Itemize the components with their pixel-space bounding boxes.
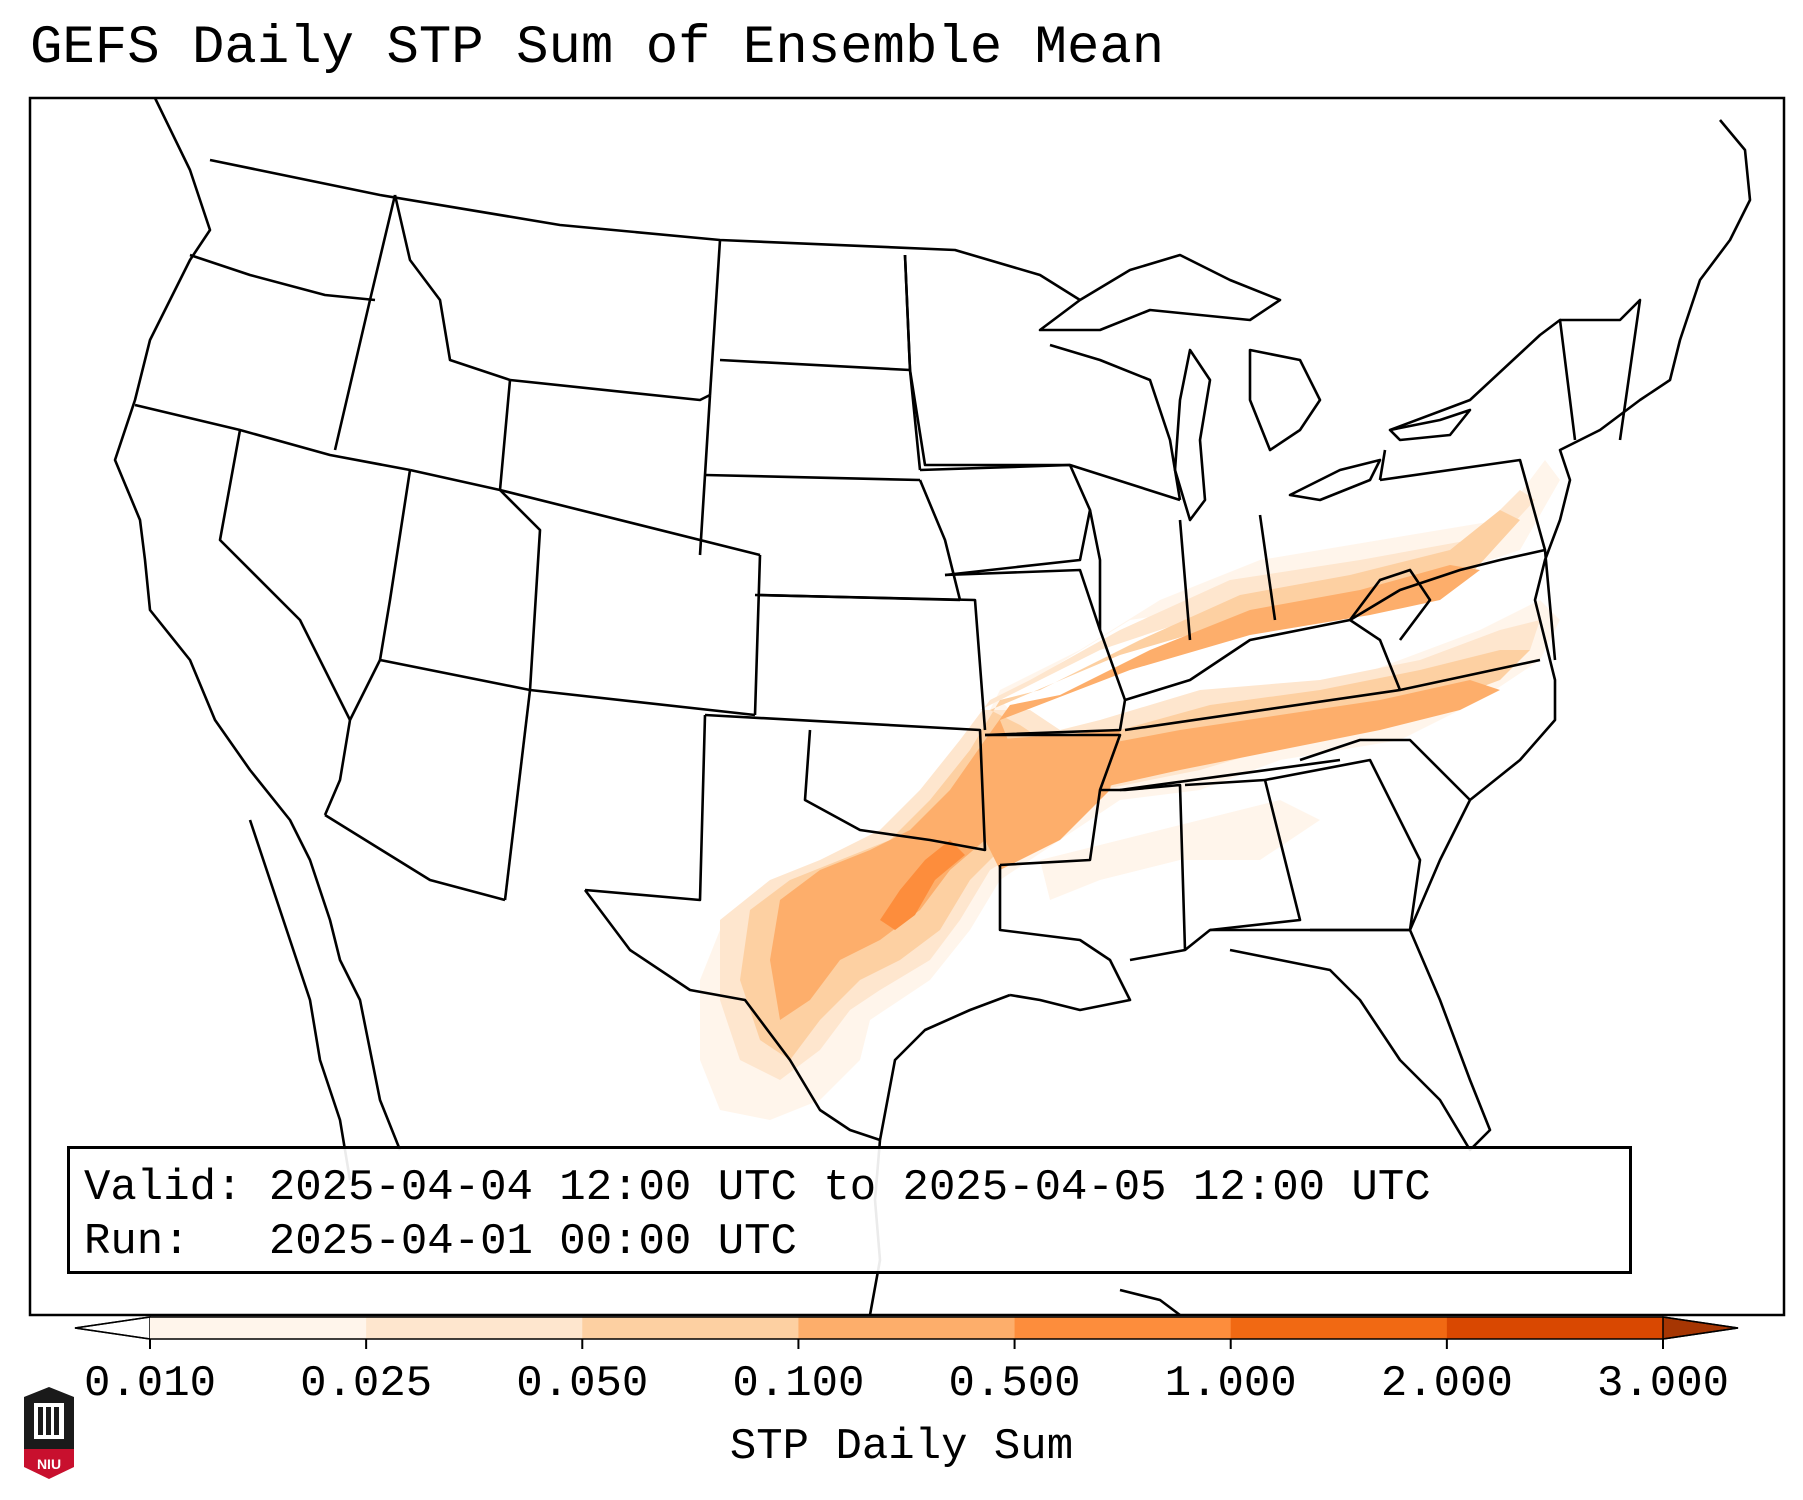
colorbar-tick-label: 0.010 (83, 1359, 217, 1409)
colorbar-tick-label: 0.500 (948, 1359, 1081, 1409)
lake-erie (1288, 458, 1382, 502)
state-boundaries (113, 97, 1752, 1317)
colorbar (74, 1316, 1739, 1349)
washington-oregon (189, 253, 376, 302)
colorbar-segment (150, 1317, 367, 1339)
missouri (944, 568, 1127, 737)
colorbar-segment (798, 1317, 1016, 1339)
colorbar-tick-label: 1.000 (1164, 1359, 1297, 1409)
utah-colorado (499, 489, 542, 691)
ny-pa (1378, 449, 1387, 481)
lake-ontario (1388, 408, 1472, 442)
colorbar-tick-label: 3.000 (1596, 1359, 1730, 1409)
pacific-coastline (113, 97, 402, 1151)
pennsylvania (1379, 458, 1547, 551)
tennessee-south (1119, 758, 1341, 792)
lake-superior (1038, 253, 1282, 332)
colorado-east (753, 554, 762, 716)
valid-label: Valid: (84, 1163, 243, 1213)
colorbar-tick-label: 0.050 (516, 1359, 649, 1409)
colorbar-tick-label: 2.000 (1380, 1359, 1513, 1409)
west-virginia (1348, 568, 1432, 641)
idaho-montana (393, 194, 511, 382)
colorbar-segment (366, 1317, 583, 1339)
florida (1210, 928, 1492, 1152)
valid-value: 2025-04-04 12:00 UTC to 2025-04-05 12:00… (268, 1163, 1431, 1213)
virginia (1349, 548, 1557, 661)
indiana (1178, 519, 1192, 641)
colorbar-tick-label: 0.025 (300, 1359, 433, 1409)
logo-text: NIU (37, 1456, 61, 1472)
georgia-florida (1264, 758, 1422, 932)
valid-run-info-box: Valid: 2025-04-04 12:00 UTC to 2025-04-0… (67, 1146, 1632, 1274)
mississippi-alabama (1100, 783, 1187, 962)
run-label: Run: (84, 1217, 190, 1267)
lake-michigan (1173, 348, 1212, 522)
louisiana (998, 865, 1132, 1012)
california-nevada (218, 429, 352, 721)
colorbar-extend-low (74, 1316, 151, 1340)
nebraska-missouri-river (918, 479, 962, 601)
new-york (1389, 318, 1577, 441)
texas-coast (878, 993, 1011, 1141)
yucatan (1119, 1288, 1181, 1317)
wisconsin (1049, 343, 1182, 501)
colorado-nm (529, 688, 756, 717)
map-title: GEFS Daily STP Sum of Ensemble Mean (30, 18, 1165, 79)
kentucky (1124, 618, 1402, 702)
arizona-nm (503, 689, 532, 901)
niu-logo: NIU (24, 1387, 74, 1479)
stp-band-0050 (740, 510, 1530, 1060)
stp-band-0100-arkansas (980, 730, 1120, 870)
utah-arizona (379, 658, 531, 692)
illinois-indiana (1088, 509, 1102, 630)
ohio (1258, 514, 1277, 621)
wyoming-colorado (499, 488, 761, 557)
colorbar-extend-high (1662, 1316, 1739, 1340)
stp-band-0010-extra (1040, 800, 1320, 900)
colorbar-segment (582, 1317, 799, 1339)
montana-wyoming (509, 378, 711, 402)
carolinas (1299, 738, 1471, 801)
alabama (1184, 778, 1302, 952)
montana-nd (708, 239, 722, 396)
oregon-california (134, 403, 411, 472)
nevada-utah (378, 469, 412, 661)
new-england (1560, 298, 1642, 441)
nm-texas (584, 714, 707, 902)
wisconsin-illinois (1069, 463, 1181, 502)
oklahoma-border (704, 713, 987, 852)
texas-border (583, 889, 881, 1142)
east-coast (1408, 119, 1752, 931)
colorbar-label: STP Daily Sum (729, 1422, 1074, 1472)
canada-border (209, 158, 1081, 302)
iowa (919, 463, 1092, 577)
sd-nebraska (704, 473, 921, 482)
arizona-south (324, 813, 506, 902)
stp-band-0500 (880, 840, 965, 930)
map-frame (28, 96, 1786, 1317)
colorbar-tick-label: 0.100 (732, 1359, 865, 1409)
baja-coastline (248, 819, 352, 1181)
colorbar-segment (1230, 1317, 1448, 1339)
colorbar-segment (1446, 1317, 1664, 1339)
run-value: 2025-04-01 00:00 UTC (268, 1217, 797, 1267)
utah-wyoming (409, 379, 512, 492)
colorbar-segment (1014, 1317, 1232, 1339)
arizona-west (323, 659, 382, 816)
minnesota (903, 254, 1070, 467)
nd-sd (719, 358, 911, 372)
lake-huron (1248, 348, 1322, 452)
kansas-border (754, 593, 987, 731)
idaho-west (333, 194, 397, 451)
